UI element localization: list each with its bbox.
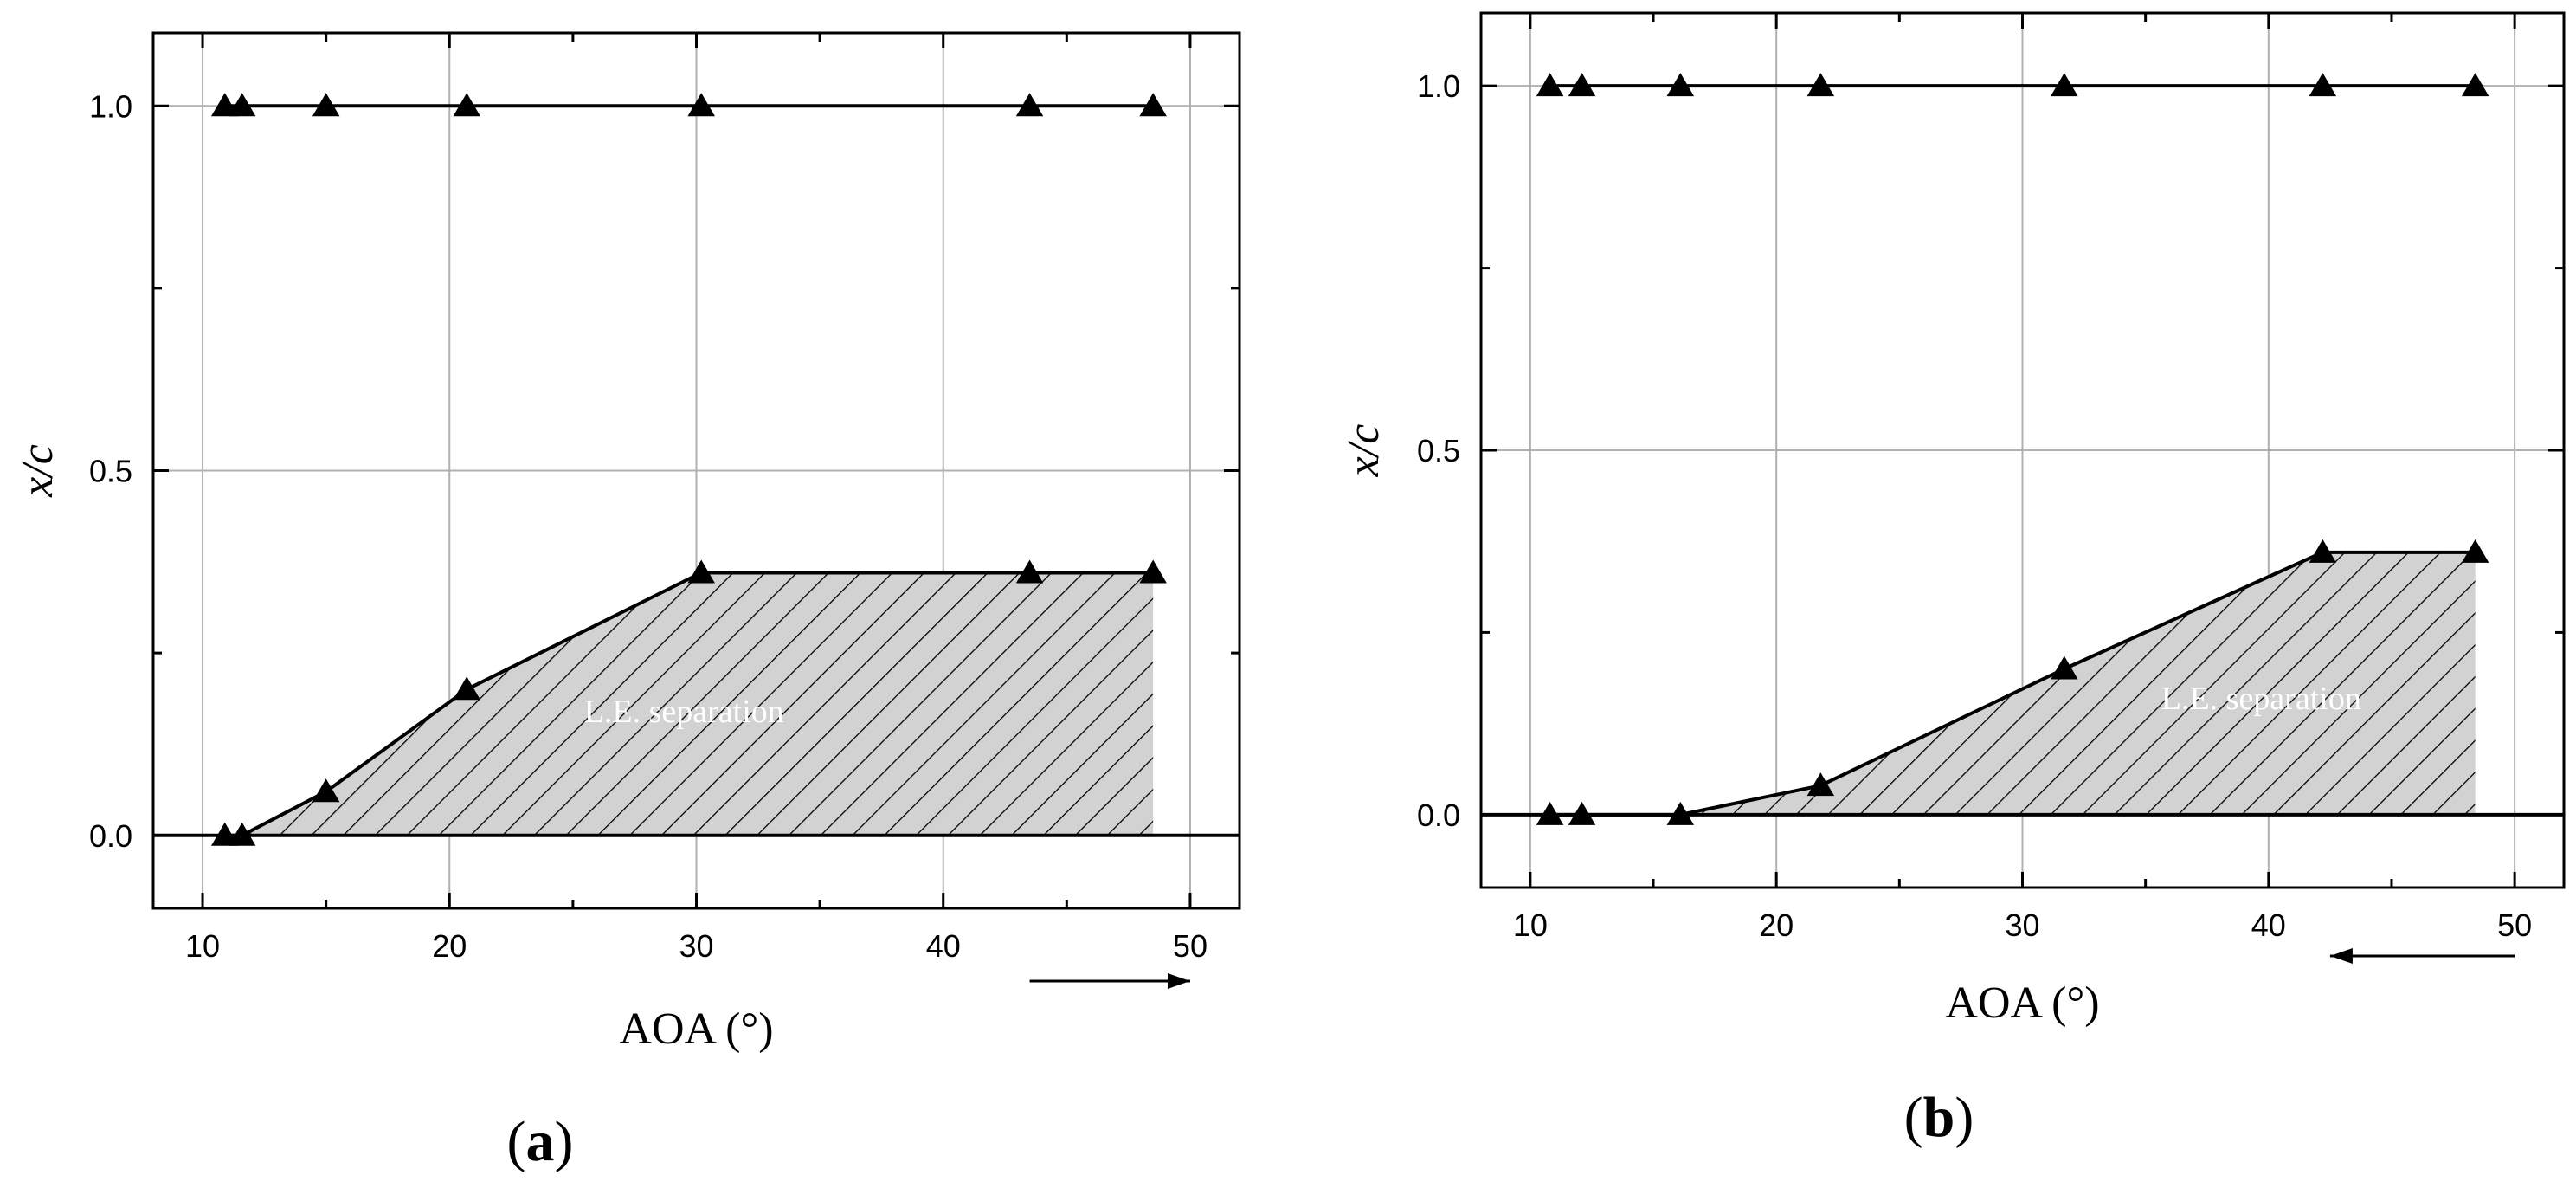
x-axis-title: AOA (°) [1945, 978, 2099, 1028]
triangle-marker [453, 93, 480, 117]
triangle-marker [2461, 539, 2489, 563]
x-tick-label: 40 [2251, 907, 2286, 943]
y-tick-label: 0.0 [1417, 797, 1460, 833]
triangle-marker [1536, 73, 1564, 97]
triangle-marker [2309, 539, 2337, 563]
x-tick-label: 10 [1513, 907, 1548, 943]
triangle-marker [210, 93, 239, 117]
x-tick-label: 10 [185, 928, 220, 964]
markers-layer [210, 93, 1167, 846]
triangle-marker [228, 822, 256, 846]
panel-letter: a [526, 1110, 555, 1173]
triangle-marker [1666, 73, 1695, 97]
y-axis-title: x/c [13, 444, 62, 498]
x-tick-label: 20 [432, 928, 467, 964]
chart-panel-a: 10 20 30 40 50 0.0 0.5 1.0 L.E. separation AOA … [13, 31, 1241, 1173]
panel-letter: b [1923, 1086, 1955, 1149]
region-label: L.E. separation [584, 694, 784, 730]
x-tick-label: 50 [2497, 907, 2532, 943]
y-axis-title: x/c [1339, 424, 1388, 478]
y-tick-label: 0.0 [89, 818, 132, 854]
y-tick-label: 0.5 [1417, 433, 1460, 468]
x-tick-label: 50 [1173, 928, 1208, 964]
triangle-marker [1806, 772, 1835, 797]
panel-label: (a) [507, 1110, 574, 1173]
chart-panel-b: 10 20 30 40 50 0.0 0.5 1.0 L.E. separation AOA … [1339, 11, 2566, 1149]
y-tick-label: 1.0 [89, 88, 132, 124]
triangle-marker [2051, 655, 2078, 680]
separation-region [1549, 552, 2476, 815]
triangle-marker [1568, 73, 1596, 97]
triangle-marker [2051, 73, 2078, 97]
triangle-marker [228, 93, 256, 117]
triangle-marker [1139, 93, 1167, 117]
direction-arrow [1029, 973, 1190, 989]
direction-arrow [2329, 948, 2515, 964]
x-axis-title: AOA (°) [619, 1004, 773, 1054]
triangle-marker [2309, 73, 2337, 97]
triangle-marker [1568, 801, 1596, 825]
region-layer [224, 572, 1154, 836]
arrow-head [1167, 973, 1190, 989]
x-tick-label: 30 [2005, 907, 2039, 943]
triangle-marker [1139, 559, 1167, 584]
triangle-marker [687, 93, 715, 117]
triangle-marker [1015, 93, 1044, 117]
triangle-marker [312, 778, 340, 803]
triangle-marker [1536, 801, 1564, 825]
separation-region [224, 572, 1154, 836]
triangle-marker [210, 822, 239, 846]
arrow-head [2329, 948, 2353, 964]
y-tick-label: 1.0 [1417, 68, 1460, 104]
panel-label: (b) [1904, 1086, 1974, 1149]
triangle-marker [312, 93, 340, 117]
triangle-marker [2461, 73, 2489, 97]
axis-ticks: 10 20 30 40 50 0.0 0.5 1.0 [1417, 13, 2564, 943]
triangle-marker [1666, 801, 1695, 825]
triangle-marker [687, 559, 715, 584]
axis-ticks: 10 20 30 40 50 0.0 0.5 1.0 [89, 33, 1240, 964]
x-tick-label: 40 [926, 928, 961, 964]
markers-layer [1536, 73, 2489, 825]
x-tick-label: 20 [1759, 907, 1794, 943]
region-label: L.E. separation [2161, 681, 2361, 717]
triangle-marker [1806, 73, 1835, 97]
x-tick-label: 30 [679, 928, 713, 964]
triangle-marker [1015, 559, 1044, 584]
triangle-marker [453, 676, 480, 701]
y-tick-label: 0.5 [89, 454, 132, 489]
region-layer [1549, 552, 2476, 815]
